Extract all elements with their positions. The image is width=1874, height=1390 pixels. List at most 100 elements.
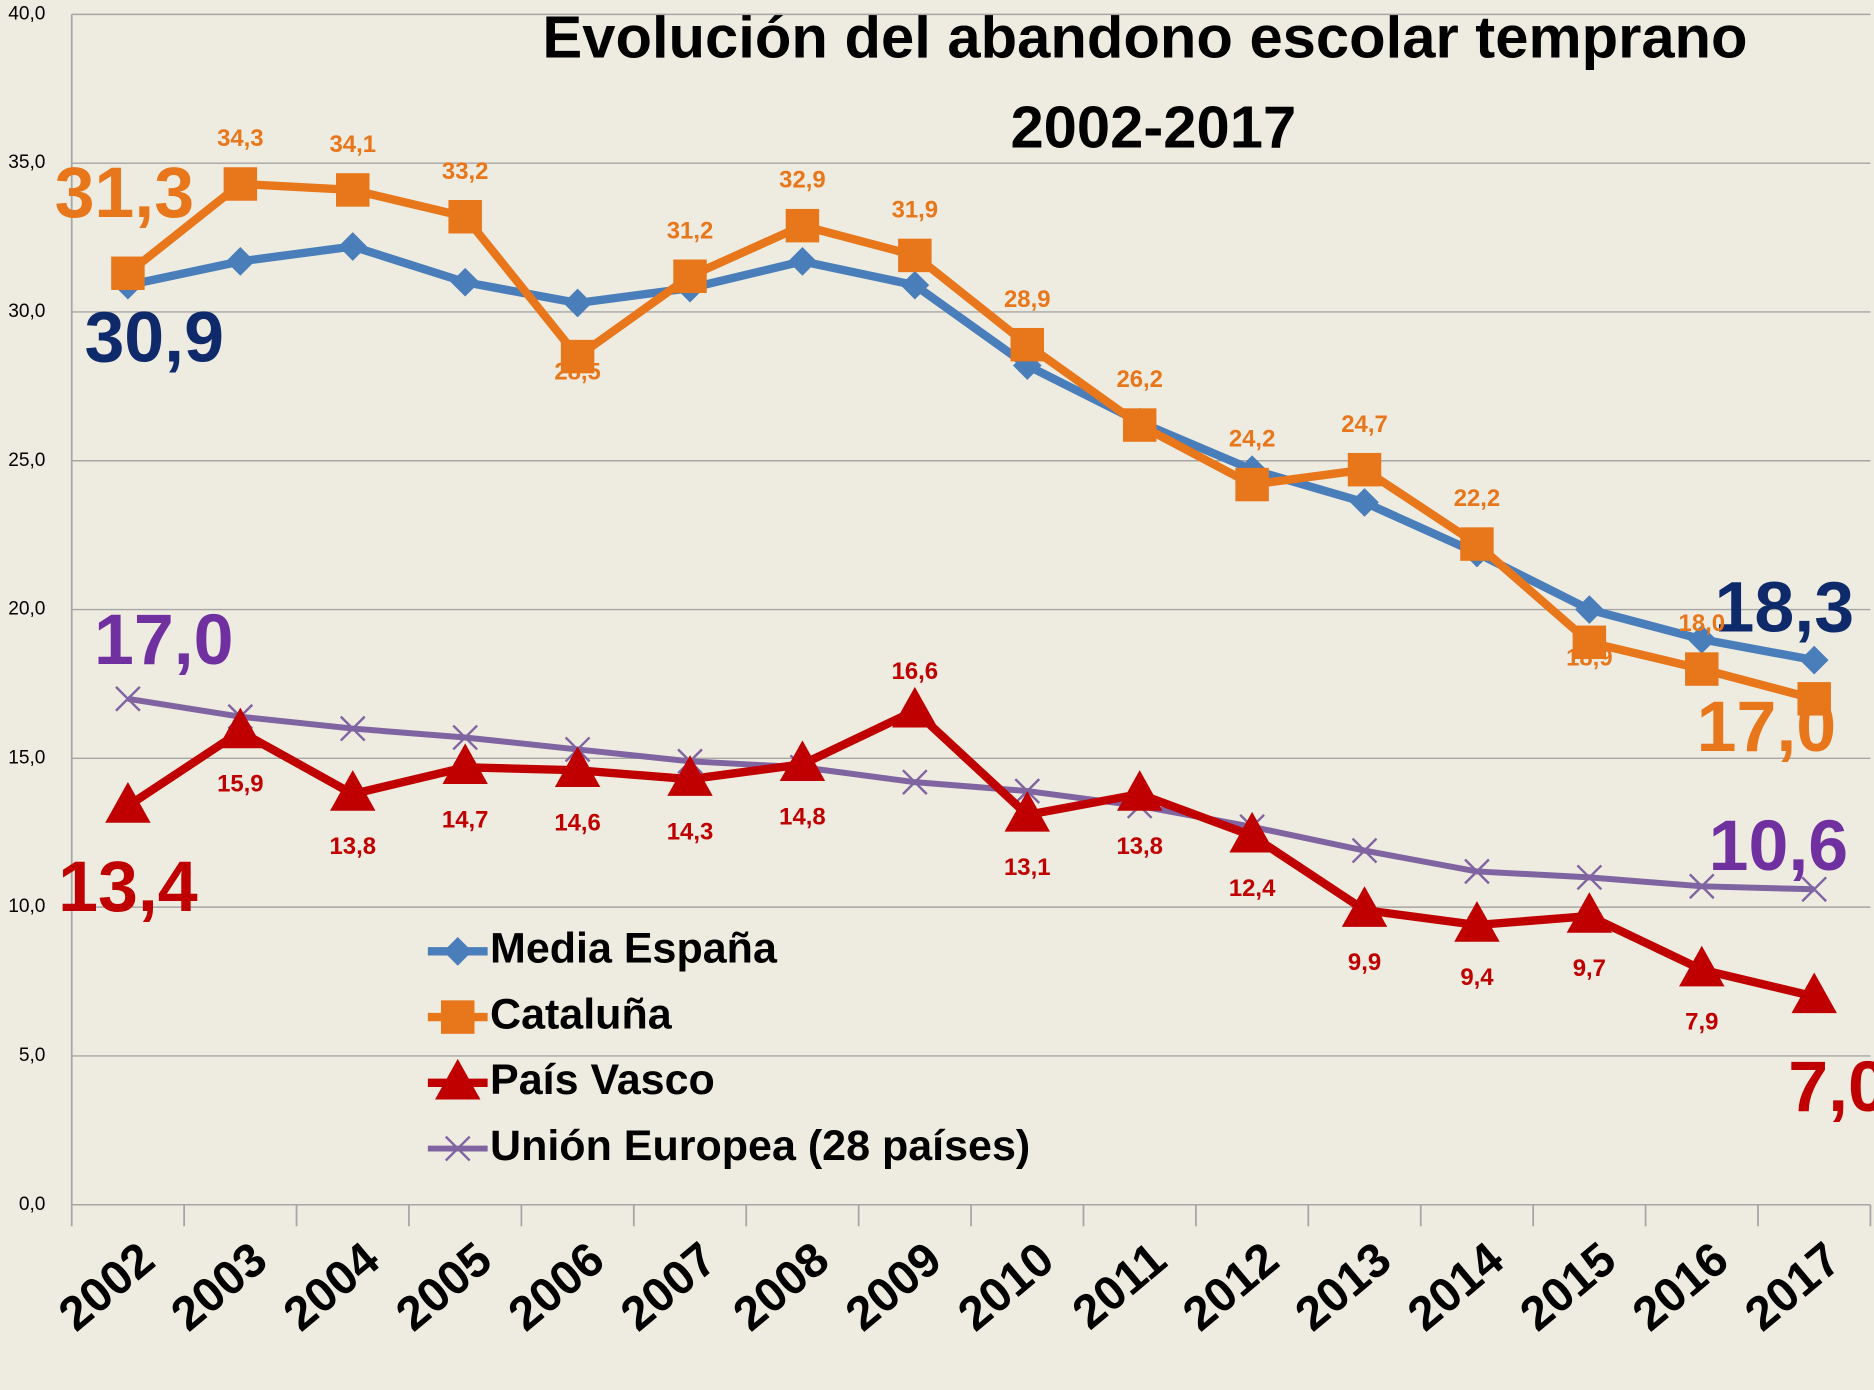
marker bbox=[1801, 876, 1828, 903]
marker bbox=[560, 339, 595, 374]
data-label: 24,2 bbox=[1229, 426, 1276, 453]
marker bbox=[1576, 864, 1603, 891]
data-label: 31,3 bbox=[55, 153, 195, 233]
marker bbox=[667, 755, 713, 796]
legend: Media España Cataluña País Vasco Unión Euro… bbox=[427, 925, 1030, 1170]
marker bbox=[225, 247, 255, 276]
marker bbox=[788, 247, 817, 276]
marker bbox=[1010, 327, 1045, 362]
data-label: 13,4 bbox=[58, 847, 198, 927]
y-tick-label: 30,0 bbox=[8, 301, 45, 322]
data-label: 28,9 bbox=[1004, 286, 1051, 313]
marker bbox=[554, 746, 601, 787]
marker bbox=[217, 707, 264, 749]
marker bbox=[1004, 790, 1050, 832]
marker bbox=[1460, 527, 1494, 561]
marker bbox=[673, 259, 707, 293]
marker bbox=[1464, 858, 1490, 885]
legend-label: Unión Europea (28 países) bbox=[490, 1122, 1030, 1170]
series-line bbox=[127, 242, 1815, 665]
marker bbox=[1679, 945, 1725, 987]
data-label: 14,6 bbox=[554, 809, 601, 836]
marker bbox=[1797, 682, 1831, 716]
marker bbox=[898, 238, 932, 273]
data-label: 9,7 bbox=[1573, 955, 1606, 982]
y-tick-label: 15,0 bbox=[8, 747, 45, 768]
marker bbox=[779, 740, 826, 782]
y-tick-label: 40,0 bbox=[8, 3, 45, 24]
series-line bbox=[127, 695, 1815, 893]
marker bbox=[1341, 886, 1388, 927]
y-tick-label: 25,0 bbox=[8, 450, 45, 471]
marker bbox=[1572, 625, 1607, 660]
marker bbox=[1454, 901, 1500, 942]
data-label: 7,0 bbox=[1788, 1047, 1874, 1127]
marker bbox=[450, 267, 480, 297]
legend-label: Cataluña bbox=[490, 990, 673, 1038]
data-label: 32,9 bbox=[779, 167, 826, 194]
marker bbox=[339, 715, 366, 742]
marker bbox=[338, 232, 368, 261]
data-label: 9,4 bbox=[1460, 964, 1494, 991]
marker bbox=[443, 937, 473, 966]
marker bbox=[1351, 837, 1378, 864]
marker bbox=[452, 724, 478, 751]
marker bbox=[1122, 408, 1157, 442]
data-label: 24,7 bbox=[1341, 411, 1388, 438]
marker bbox=[336, 173, 370, 207]
data-label: 14,7 bbox=[442, 806, 489, 833]
marker bbox=[1688, 873, 1715, 900]
marker bbox=[435, 1058, 481, 1100]
marker bbox=[1235, 467, 1269, 502]
marker bbox=[1229, 811, 1275, 853]
y-tick-label: 10,0 bbox=[8, 896, 45, 917]
data-label: 34,1 bbox=[330, 131, 377, 158]
marker bbox=[900, 270, 930, 300]
data-label: 14,8 bbox=[779, 803, 826, 830]
data-label: 14,3 bbox=[667, 818, 714, 845]
data-label: 15,9 bbox=[217, 771, 264, 798]
marker bbox=[330, 770, 376, 811]
marker bbox=[223, 167, 258, 201]
data-label: 9,9 bbox=[1348, 949, 1381, 976]
marker bbox=[785, 208, 820, 243]
data-label: 31,9 bbox=[892, 197, 939, 224]
marker bbox=[1116, 770, 1163, 811]
y-tick-label: 35,0 bbox=[8, 152, 45, 173]
data-label: 18,3 bbox=[1715, 567, 1855, 647]
data-label: 33,2 bbox=[442, 158, 489, 185]
y-tick-label: 5,0 bbox=[19, 1045, 46, 1066]
marker bbox=[444, 1135, 471, 1162]
data-label: 10,6 bbox=[1709, 806, 1849, 886]
data-label: 17,0 bbox=[94, 600, 234, 680]
data-label: 18,0 bbox=[1679, 610, 1726, 637]
data-label: 18,9 bbox=[1566, 644, 1612, 671]
data-label: 13,1 bbox=[1004, 854, 1051, 881]
series-line bbox=[125, 179, 1816, 703]
marker bbox=[115, 686, 141, 712]
data-label: 31,2 bbox=[667, 217, 714, 244]
data-label: 16,6 bbox=[892, 658, 939, 685]
marker bbox=[1347, 452, 1382, 487]
marker bbox=[105, 782, 151, 823]
data-label: 17,0 bbox=[1697, 687, 1837, 767]
data-label: 28,5 bbox=[554, 359, 601, 386]
marker bbox=[902, 769, 928, 795]
legend-label: Media España bbox=[490, 925, 778, 973]
marker bbox=[1566, 892, 1613, 933]
marker bbox=[1791, 972, 1837, 1014]
data-label: 13,8 bbox=[330, 833, 377, 860]
y-tick-label: 0,0 bbox=[19, 1194, 46, 1215]
marker bbox=[1799, 645, 1829, 675]
marker bbox=[448, 199, 482, 234]
data-label: 22,2 bbox=[1454, 485, 1500, 512]
marker bbox=[1685, 652, 1719, 686]
marker bbox=[111, 256, 145, 290]
y-tick-label: 20,0 bbox=[8, 599, 45, 620]
marker bbox=[892, 686, 938, 728]
data-label: 30,9 bbox=[84, 297, 224, 377]
data-label: 13,8 bbox=[1116, 833, 1163, 860]
marker bbox=[441, 1000, 475, 1034]
